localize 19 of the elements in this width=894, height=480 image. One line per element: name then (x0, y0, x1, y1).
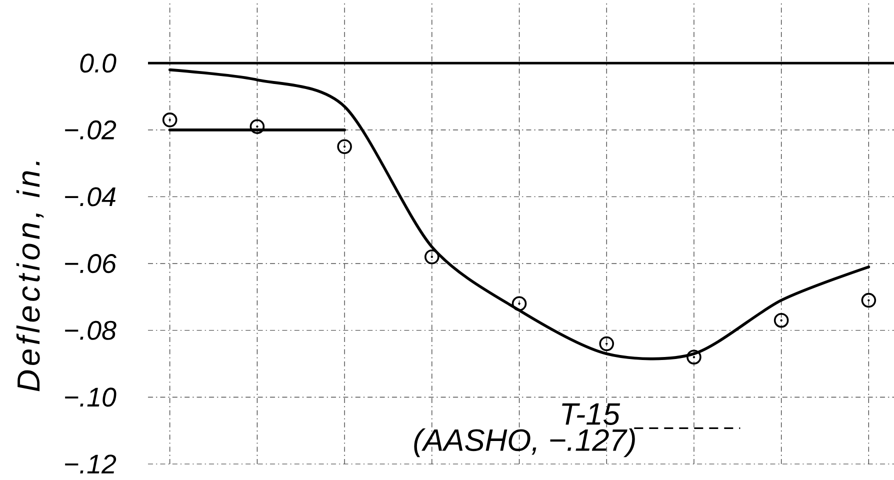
point (250, 119, 265, 134)
point (861, 292, 876, 308)
annotation: (AASHO, −.127) (414, 428, 635, 458)
annotation: T-15 (562, 403, 620, 425)
y-tick-label: −.12 (65, 454, 116, 474)
point (774, 312, 789, 328)
point (512, 296, 527, 312)
y-tick-label: −.02 (65, 120, 116, 140)
y-tick-label: −.04 (65, 187, 116, 206)
y-tick-label: −.06 (65, 254, 116, 274)
point (686, 350, 702, 364)
point (599, 336, 614, 352)
y-tick-label: 0.0 (80, 54, 116, 73)
y-axis-title: Deflection, in. (16, 162, 44, 392)
point (424, 249, 440, 264)
point (337, 139, 352, 154)
point (162, 112, 178, 128)
y-tick-label: −.10 (65, 388, 116, 407)
y-tick-label: −.08 (65, 320, 116, 340)
